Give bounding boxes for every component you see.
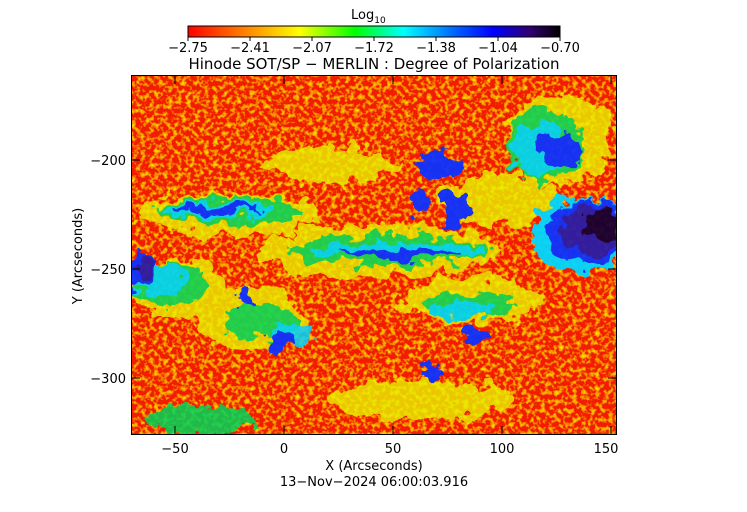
- colorbar-tick-label: −2.75: [168, 41, 208, 56]
- colorbar-tick-label: −2.41: [230, 41, 270, 56]
- y-axis-label: Y (Arcseconds): [71, 208, 86, 305]
- colorbar-tick-label: −0.70: [540, 41, 580, 56]
- colorbar-tick-label: −2.07: [292, 41, 332, 56]
- y-axis-ticks: [132, 159, 616, 379]
- x-tick-label: 50: [385, 442, 402, 457]
- colorbar-tick-label: −1.72: [354, 41, 394, 56]
- x-tick-label: 150: [594, 442, 619, 457]
- polarization-map: [132, 76, 616, 434]
- timestamp: 13−Nov−2024 06:00:03.916: [280, 475, 468, 490]
- x-axis-ticks: [174, 76, 612, 434]
- y-tick-label: −250: [90, 263, 126, 278]
- y-tick-label: −300: [90, 372, 126, 387]
- colorbar-gradient: [187, 25, 561, 38]
- colorbar-tick-label: −1.38: [416, 41, 456, 56]
- x-axis-label: X (Arcseconds): [325, 459, 422, 474]
- x-tick-label: 100: [490, 442, 515, 457]
- x-tick-label: 0: [280, 442, 288, 457]
- plot-title: Hinode SOT/SP − MERLIN : Degree of Polar…: [188, 55, 559, 73]
- colorbar-label: Log10: [351, 8, 386, 26]
- colorbar-ticks: [187, 37, 561, 41]
- y-tick-label: −200: [90, 154, 126, 169]
- x-tick-label: −50: [161, 442, 188, 457]
- plot-frame: [131, 75, 617, 435]
- colorbar-tick-label: −1.04: [478, 41, 518, 56]
- colorbar: Log10 −2.75 −2.41 −2.07 −1.72 −1.38 −1.0…: [168, 8, 580, 56]
